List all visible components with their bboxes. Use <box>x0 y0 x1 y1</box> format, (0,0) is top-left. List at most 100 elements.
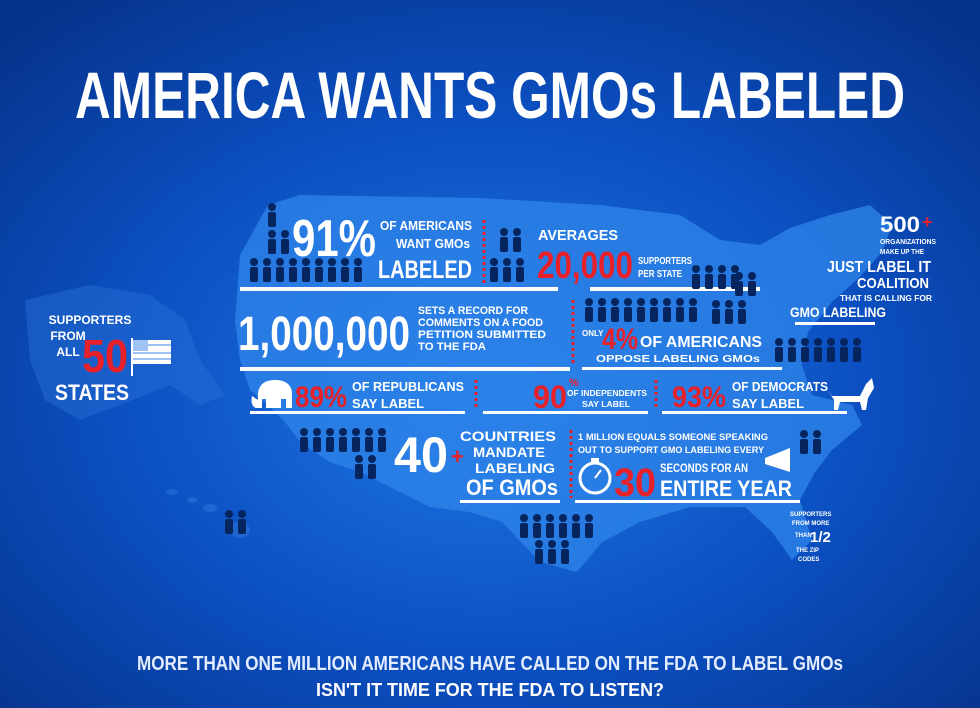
person-icon <box>725 300 733 324</box>
person-icon <box>814 338 822 362</box>
stat-number: 500 <box>880 212 920 237</box>
person-icon <box>302 258 310 282</box>
stat-percent: 91% <box>292 210 376 268</box>
footer-question: ISN'T IT TIME FOR THE FDA TO LISTEN? <box>316 680 664 700</box>
footer-statement: MORE THAN ONE MILLION AMERICANS HAVE CAL… <box>137 653 843 675</box>
stat-text: FROM MORE <box>792 521 829 527</box>
person-icon <box>663 298 671 322</box>
stat-text: JUST LABEL IT <box>827 259 931 276</box>
person-icon <box>225 510 233 534</box>
person-icon <box>840 338 848 362</box>
person-icon <box>676 298 684 322</box>
person-icon <box>339 428 347 452</box>
person-icon <box>378 428 386 452</box>
person-icon <box>788 338 796 362</box>
stat-percent-sign: % <box>569 377 579 389</box>
people-icons <box>225 203 861 564</box>
stat-fraction: 1/2 <box>810 529 831 546</box>
stat-text: SUPPORTERS <box>790 512 831 518</box>
stat-text: 1 MILLION EQUALS SOMEONE SPEAKING <box>578 432 768 442</box>
person-icon <box>268 203 276 227</box>
stat-emphasis: LABELED <box>378 256 472 284</box>
stat-emphasis: ENTIRE YEAR <box>660 476 792 501</box>
person-icon <box>250 258 258 282</box>
stat-number: 30 <box>614 461 656 505</box>
person-icon <box>801 338 809 362</box>
person-icon <box>276 258 284 282</box>
person-icon <box>735 272 743 296</box>
stat-text: PETITION SUBMITTED <box>418 329 546 341</box>
stopwatch-icon <box>578 458 612 495</box>
stat-text: MAKE UP THE <box>880 249 924 256</box>
person-icon <box>561 540 569 564</box>
person-icon <box>585 298 593 322</box>
person-icon <box>546 514 554 538</box>
stat-number: 1,000,000 <box>238 308 410 361</box>
person-icon <box>598 298 606 322</box>
stat-text: SAY LABEL <box>582 400 630 409</box>
person-icon <box>637 298 645 322</box>
stat-text: TO THE FDA <box>418 341 486 353</box>
person-icon <box>712 300 720 324</box>
person-icon <box>354 258 362 282</box>
stat-text: OF INDEPENDENTS <box>567 389 648 398</box>
person-icon <box>326 428 334 452</box>
stat-text: OF DEMOCRATS <box>732 379 828 394</box>
person-icon <box>692 265 700 289</box>
stat-text: AVERAGES <box>538 227 618 244</box>
flag-icon <box>131 338 171 376</box>
stat-text: SAY LABEL <box>732 396 804 411</box>
stat-text: OUT TO SUPPORT GMO LABELING EVERY <box>578 445 764 455</box>
person-icon <box>827 338 835 362</box>
person-icon <box>300 428 308 452</box>
person-icon <box>263 258 271 282</box>
person-icon <box>341 258 349 282</box>
stat-text: SECONDS FOR AN <box>660 461 748 475</box>
person-icon <box>513 228 521 252</box>
person-icon <box>355 455 363 479</box>
person-icon <box>365 428 373 452</box>
stat-text: SAY LABEL <box>352 396 424 411</box>
states-line: ALL <box>56 345 79 359</box>
stat-text: MANDATE <box>473 444 545 460</box>
stat-text: THAN <box>795 533 812 539</box>
stat-number: 90 <box>533 379 567 415</box>
alaska-shape <box>25 285 225 420</box>
stat-text: COUNTRIES <box>460 428 556 444</box>
stat-text: THAT IS CALLING FOR <box>840 294 932 303</box>
person-icon <box>611 298 619 322</box>
states-line: SUPPORTERS <box>49 313 132 327</box>
person-icon <box>572 514 580 538</box>
stat-text: COMMENTS ON A FOOD <box>418 317 543 329</box>
states-label: STATES <box>55 380 129 405</box>
stat-text: ORGANIZATIONS <box>880 239 936 246</box>
person-icon <box>352 428 360 452</box>
person-icon <box>533 514 541 538</box>
person-icon <box>500 228 508 252</box>
person-icon <box>535 540 543 564</box>
stat-percent: 89% <box>295 381 347 414</box>
person-icon <box>813 430 821 454</box>
person-icon <box>689 298 697 322</box>
person-icon <box>748 272 756 296</box>
person-icon <box>650 298 658 322</box>
person-icon <box>268 230 276 254</box>
stat-text: SUPPORTERS <box>638 256 692 267</box>
stat-text: THE ZIP <box>796 548 819 554</box>
person-icon <box>520 514 528 538</box>
person-icon <box>315 258 323 282</box>
elephant-icon <box>251 380 292 408</box>
stat-text: CODES <box>798 557 819 563</box>
stat-text: WANT GMOs <box>396 236 470 251</box>
person-icon <box>289 258 297 282</box>
stat-text: COALITION <box>857 275 929 292</box>
states-number: 50 <box>82 330 128 382</box>
person-icon <box>313 428 321 452</box>
person-icon <box>705 265 713 289</box>
stat-percent: 4% <box>602 323 638 356</box>
person-icon <box>624 298 632 322</box>
person-icon <box>503 258 511 282</box>
person-icon <box>238 510 246 534</box>
